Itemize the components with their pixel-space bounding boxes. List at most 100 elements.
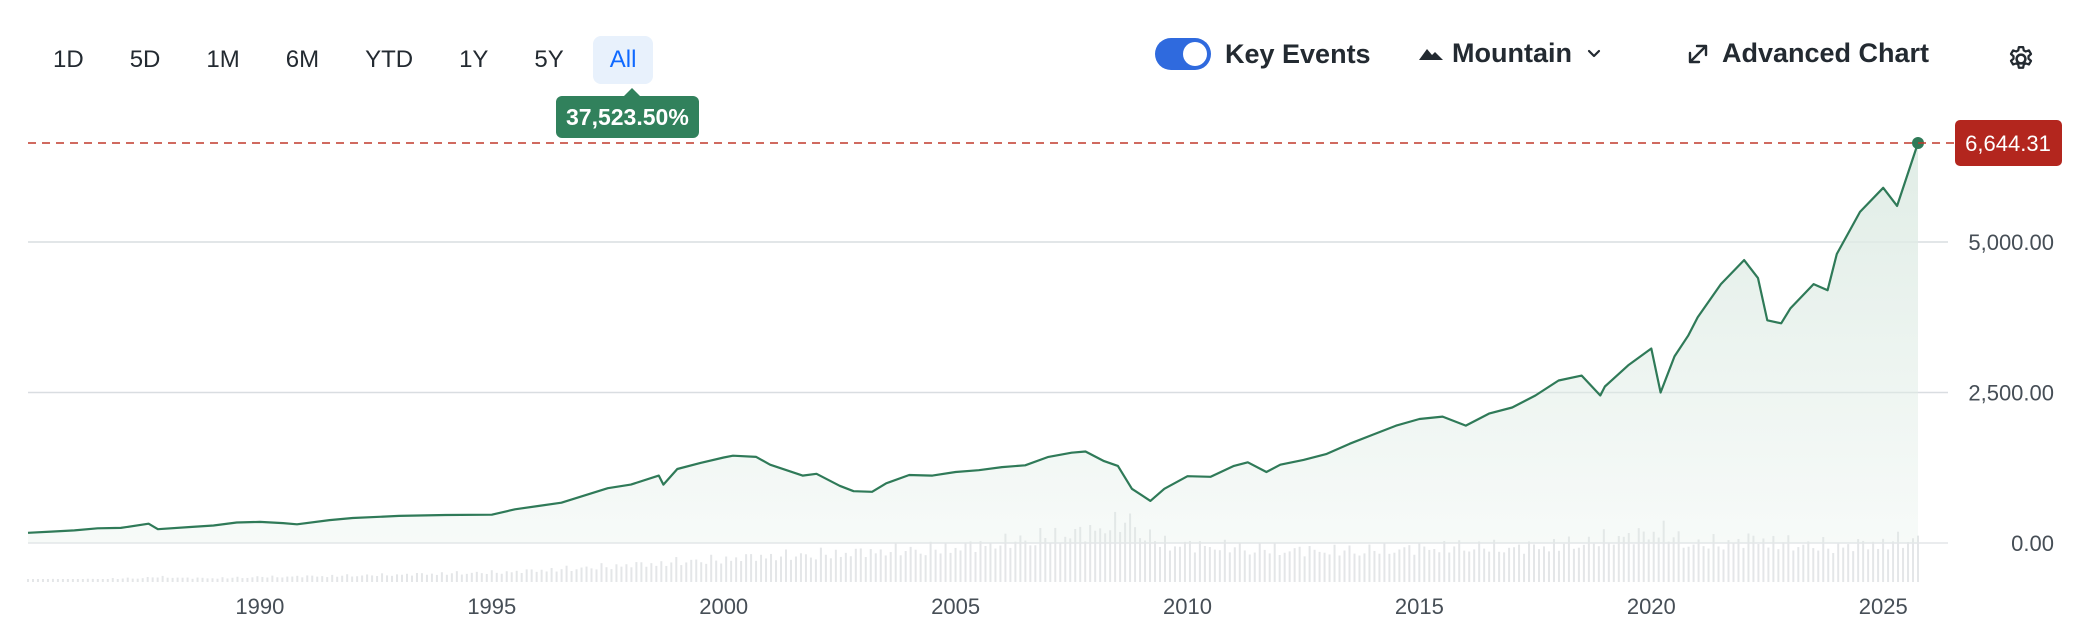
volume-bar xyxy=(869,549,872,582)
volume-bar xyxy=(1363,553,1366,582)
volume-bar xyxy=(1044,537,1047,582)
volume-bar xyxy=(301,577,304,582)
volume-bar xyxy=(1149,529,1152,582)
volume-bar xyxy=(605,567,608,582)
volume-bar xyxy=(1852,551,1855,582)
volume-bar xyxy=(819,547,822,582)
volume-bar xyxy=(1552,538,1555,582)
tab-all[interactable]: All xyxy=(592,36,654,84)
volume-bar xyxy=(1178,546,1181,582)
volume-bar xyxy=(1208,546,1211,582)
volume-bar xyxy=(939,553,942,582)
volume-bar xyxy=(96,579,99,582)
volume-bar xyxy=(191,578,194,582)
volume-bar xyxy=(455,571,458,582)
volume-bar xyxy=(1403,547,1406,582)
volume-bar xyxy=(500,573,503,582)
volume-bar xyxy=(376,576,379,582)
tab-6m[interactable]: 6M xyxy=(285,46,320,73)
volume-bar xyxy=(256,576,259,582)
volume-bar xyxy=(1443,540,1446,582)
key-events-toggle[interactable] xyxy=(1155,38,1211,70)
volume-bar xyxy=(1797,547,1800,582)
volume-bar xyxy=(565,565,568,582)
volume-bar xyxy=(969,541,972,582)
volume-bar xyxy=(1213,549,1216,582)
volume-bar xyxy=(1263,549,1266,582)
volume-bar xyxy=(710,554,713,582)
volume-bar xyxy=(894,543,897,582)
x-axis: 1990 1995 2000 2005 2010 2015 2020 2025 xyxy=(235,594,1907,619)
volume-bar xyxy=(396,574,399,582)
volume-bar xyxy=(919,553,922,582)
volume-bar xyxy=(1358,555,1361,582)
volume-bar xyxy=(1428,549,1431,582)
volume-bar xyxy=(954,547,957,582)
volume-bar xyxy=(1667,541,1670,582)
volume-bar xyxy=(216,578,219,582)
volume-bar xyxy=(1473,549,1476,582)
volume-bar xyxy=(934,549,937,582)
mountain-icon xyxy=(1419,48,1443,60)
volume-bar xyxy=(1582,544,1585,582)
last-price-badge xyxy=(1955,120,2062,166)
volume-bar xyxy=(1777,549,1780,582)
volume-bar xyxy=(51,578,54,582)
volume-bar xyxy=(1518,544,1521,582)
volume-bar xyxy=(1637,528,1640,582)
volume-bar xyxy=(675,557,678,582)
volume-bar xyxy=(1343,550,1346,582)
volume-bar xyxy=(1054,527,1057,582)
volume-bar xyxy=(1168,550,1171,582)
volume-bar xyxy=(171,577,174,582)
volume-bar xyxy=(1682,547,1685,582)
advanced-chart-button[interactable]: Advanced Chart xyxy=(1686,38,1929,69)
volume-bar xyxy=(884,555,887,582)
chart-style-dropdown[interactable]: Mountain xyxy=(1418,38,1604,69)
tab-1d[interactable]: 1D xyxy=(53,46,84,73)
volume-bar xyxy=(450,573,453,582)
volume-bar xyxy=(1074,529,1077,582)
volume-bar xyxy=(405,573,408,582)
volume-bar xyxy=(929,541,932,582)
volume-bar xyxy=(1134,527,1137,582)
tab-5d[interactable]: 5D xyxy=(129,46,161,73)
tab-ytd[interactable]: YTD xyxy=(365,46,414,73)
volume-bar xyxy=(266,577,269,582)
volume-bar xyxy=(31,579,34,582)
volume-bar xyxy=(420,573,423,582)
tab-1m[interactable]: 1M xyxy=(206,46,240,73)
volume-bar xyxy=(804,554,807,582)
tab-5y[interactable]: 5Y xyxy=(534,46,564,73)
volume-bar xyxy=(879,549,882,582)
volume-bar xyxy=(146,577,149,582)
volume-bar xyxy=(1154,541,1157,582)
volume-bar xyxy=(1064,536,1067,582)
y-axis: 0.00 2,500.00 5,000.00 xyxy=(1968,230,2054,556)
volume-bar xyxy=(435,574,438,582)
volume-bar xyxy=(515,570,518,582)
volume-bar xyxy=(1513,547,1516,582)
volume-bar xyxy=(924,555,927,582)
volume-bar xyxy=(1333,544,1336,582)
volume-bar xyxy=(874,553,877,582)
settings-button[interactable] xyxy=(2006,44,2036,79)
volume-bar xyxy=(470,572,473,582)
volume-bar xyxy=(1847,544,1850,582)
volume-bar xyxy=(1353,553,1356,582)
tab-1y[interactable]: 1Y xyxy=(459,46,489,73)
volume-bar xyxy=(1493,539,1496,582)
volume-bar xyxy=(221,577,224,582)
volume-bar xyxy=(964,542,967,582)
volume-bar xyxy=(1652,531,1655,582)
volume-bar xyxy=(949,552,952,582)
volume-bar xyxy=(914,549,917,582)
volume-bar xyxy=(999,545,1002,582)
key-events-toggle-group[interactable]: Key Events xyxy=(1155,38,1371,70)
x-tick-label: 1995 xyxy=(467,594,516,619)
volume-bar xyxy=(1632,544,1635,582)
volume-bar xyxy=(755,560,758,582)
volume-bar xyxy=(784,549,787,582)
volume-bar xyxy=(1203,545,1206,582)
